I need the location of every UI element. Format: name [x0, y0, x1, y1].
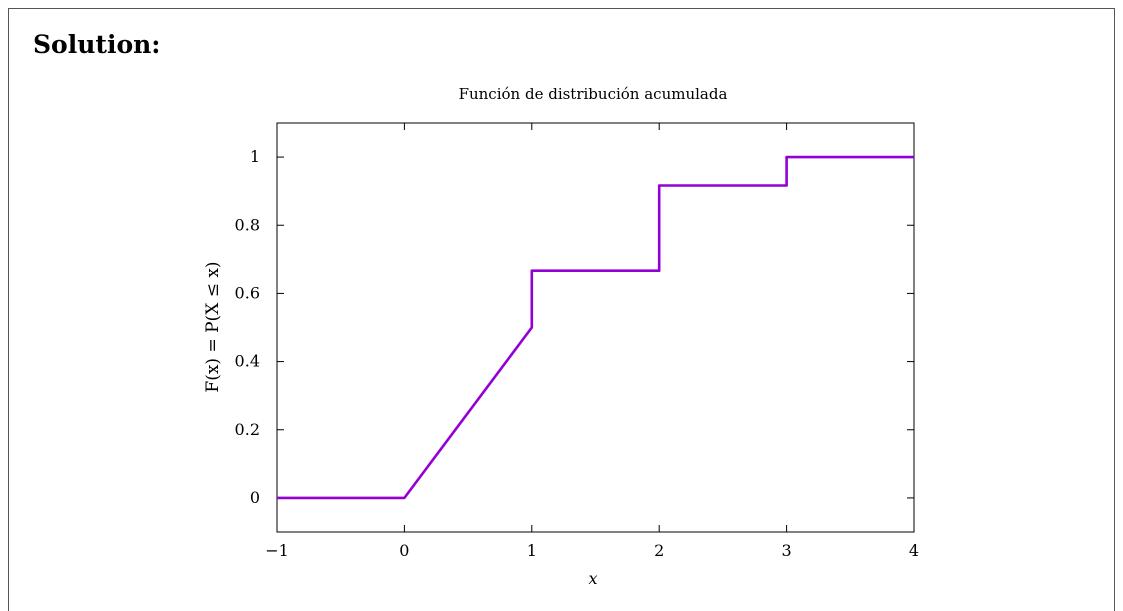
- y-tick-label: 0.8: [235, 215, 260, 234]
- x-tick-label: 0: [399, 541, 409, 560]
- x-tick-label: 1: [527, 541, 537, 560]
- y-tick-label: 0: [250, 488, 260, 507]
- x-tick-label: 3: [782, 541, 792, 560]
- y-axis-label: F(x) = P(X ≤ x): [203, 261, 223, 392]
- y-tick-label: 0.2: [235, 420, 260, 439]
- y-tick-label: 0.4: [235, 352, 260, 371]
- x-tick-label: 4: [909, 541, 919, 560]
- x-tick-label: −1: [265, 541, 289, 560]
- solution-frame: [8, 8, 1115, 611]
- x-tick-label: 2: [654, 541, 664, 560]
- y-tick-label: 0.6: [235, 283, 260, 302]
- plot-frame: [276, 122, 915, 533]
- solution-heading: Solution:: [33, 30, 161, 59]
- x-axis-label: x: [588, 569, 597, 588]
- plot-area: −1 0 1 2 3 4 0 0.2 0.4 0.6 0.8 1: [235, 122, 919, 560]
- cdf-series-line: [277, 155, 914, 500]
- chart-title: Función de distribución acumulada: [459, 85, 728, 103]
- y-tick-label: 1: [250, 147, 260, 166]
